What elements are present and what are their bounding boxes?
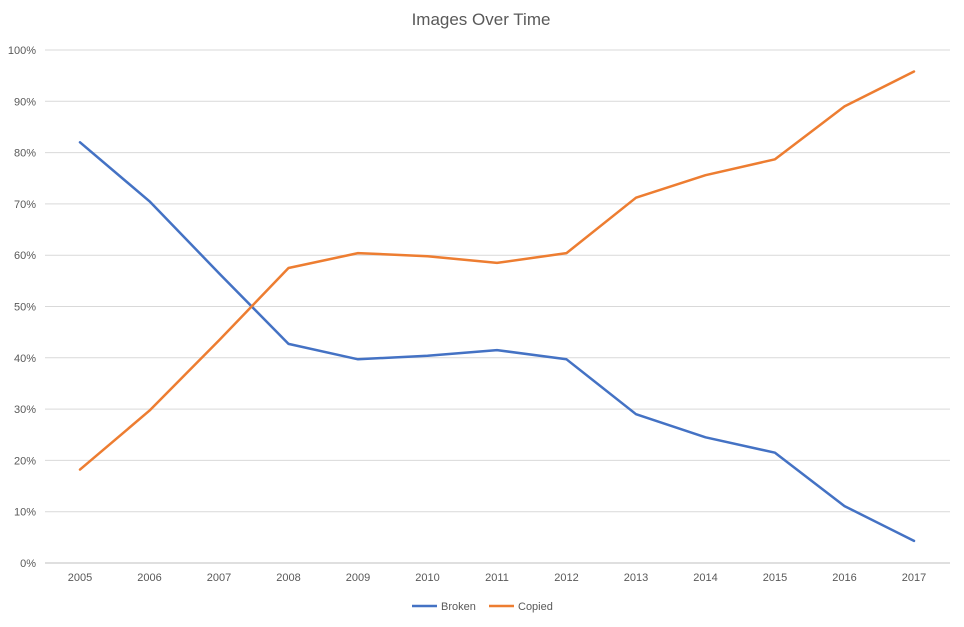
y-tick-label: 50% (14, 302, 36, 314)
x-tick-label: 2006 (137, 572, 161, 584)
x-tick-label: 2014 (693, 572, 717, 584)
y-tick-label: 40% (14, 353, 36, 365)
series-line-broken (78, 141, 916, 543)
x-tick-label: 2016 (832, 572, 856, 584)
x-tick-label: 2012 (554, 572, 578, 584)
legend: Broken Copied (412, 601, 553, 613)
y-tick-label: 30% (14, 404, 36, 416)
legend-label-broken: Broken (441, 601, 476, 613)
chart-title: Images Over Time (412, 10, 551, 29)
x-tick-label: 2008 (276, 572, 300, 584)
series-lines (78, 70, 916, 543)
x-tick-label: 2010 (415, 572, 439, 584)
x-tick-label: 2015 (763, 572, 787, 584)
y-tick-label: 20% (14, 455, 36, 467)
y-tick-label: 10% (14, 507, 36, 519)
y-axis-tick-labels: 0% 10% 20% 30% 40% 50% 60% 70% 80% 90% 100% (8, 45, 36, 570)
series-line-copied (78, 70, 916, 471)
x-axis-tick-labels: 2005 2006 2007 2008 2009 2010 2011 2012 2013 2014… (68, 572, 926, 584)
x-tick-label: 2013 (624, 572, 648, 584)
x-tick-label: 2005 (68, 572, 92, 584)
y-tick-label: 80% (14, 148, 36, 160)
y-tick-label: 90% (14, 96, 36, 108)
x-tick-label: 2011 (485, 572, 509, 584)
x-tick-label: 2007 (207, 572, 231, 584)
gridlines (45, 49, 950, 564)
legend-label-copied: Copied (518, 601, 553, 613)
x-tick-label: 2009 (346, 572, 370, 584)
y-tick-label: 70% (14, 199, 36, 211)
x-tick-label: 2017 (902, 572, 926, 584)
y-tick-label: 60% (14, 250, 36, 262)
y-tick-label: 100% (8, 45, 36, 57)
y-tick-label: 0% (20, 558, 36, 570)
